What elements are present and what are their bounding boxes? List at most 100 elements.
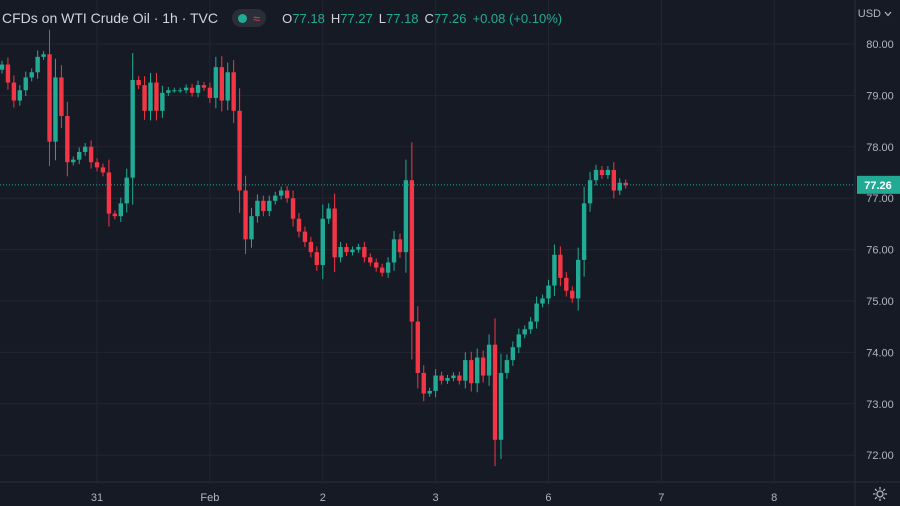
open-key: O bbox=[282, 10, 293, 26]
open-value: 77.18 bbox=[292, 10, 325, 26]
price-tick-label: 75.00 bbox=[866, 296, 894, 308]
candle bbox=[397, 233, 403, 258]
change-value: +0.08 (+0.10%) bbox=[472, 10, 563, 26]
candle bbox=[463, 352, 468, 389]
candle bbox=[546, 279, 551, 305]
candle bbox=[237, 88, 242, 213]
time-tick-label: 7 bbox=[658, 492, 664, 504]
candle bbox=[255, 194, 260, 223]
candle bbox=[29, 68, 34, 82]
time-tick-label: 31 bbox=[91, 492, 103, 504]
candle bbox=[267, 195, 272, 217]
candle bbox=[475, 348, 480, 393]
candle bbox=[564, 272, 569, 297]
candle bbox=[391, 230, 397, 271]
candle bbox=[160, 85, 165, 118]
price-tick-label: 77.00 bbox=[866, 193, 894, 205]
candle bbox=[249, 207, 254, 248]
candle bbox=[124, 168, 129, 213]
candle bbox=[94, 158, 100, 172]
time-axis[interactable]: 31 Feb 2 3 6 7 8 bbox=[0, 481, 900, 504]
candle bbox=[23, 71, 28, 97]
candle bbox=[421, 365, 426, 402]
candle bbox=[243, 175, 248, 255]
price-tick-label: 72.00 bbox=[866, 450, 894, 462]
candle bbox=[570, 286, 575, 303]
currency-selector[interactable]: USD bbox=[858, 8, 892, 20]
candle bbox=[11, 75, 17, 108]
candle bbox=[587, 171, 593, 212]
price-tick-label: 73.00 bbox=[866, 399, 894, 411]
gear-icon[interactable] bbox=[872, 486, 888, 502]
high-key: H bbox=[330, 10, 341, 26]
candle bbox=[534, 296, 539, 329]
candle bbox=[231, 60, 236, 124]
candle bbox=[379, 263, 385, 277]
candle bbox=[510, 341, 516, 366]
candle bbox=[599, 166, 605, 179]
candle bbox=[219, 56, 224, 112]
candle bbox=[350, 246, 355, 256]
candle bbox=[112, 210, 118, 220]
candle bbox=[308, 236, 314, 258]
candle bbox=[35, 50, 40, 79]
close-key: C bbox=[424, 10, 434, 26]
candle bbox=[516, 328, 521, 354]
candle bbox=[617, 178, 622, 195]
candle bbox=[409, 142, 415, 360]
candle bbox=[374, 258, 379, 272]
candle bbox=[195, 80, 201, 98]
candle bbox=[528, 317, 533, 334]
candle bbox=[278, 186, 284, 200]
candle bbox=[59, 65, 64, 129]
candle bbox=[118, 197, 123, 222]
candle-series bbox=[0, 29, 628, 467]
time-tick-label: 2 bbox=[320, 492, 326, 504]
candle bbox=[273, 191, 278, 205]
candle bbox=[290, 190, 296, 227]
candle bbox=[41, 51, 46, 61]
candle bbox=[189, 83, 195, 97]
candle bbox=[261, 195, 266, 217]
chevron-down-icon bbox=[884, 11, 892, 17]
candle bbox=[623, 179, 628, 189]
candle bbox=[540, 294, 545, 308]
candle bbox=[445, 374, 450, 384]
candle bbox=[47, 29, 52, 167]
chart-grid bbox=[0, 0, 855, 482]
candle bbox=[183, 84, 189, 94]
candle bbox=[142, 76, 147, 120]
candle bbox=[178, 87, 183, 93]
time-tick-label: Feb bbox=[200, 492, 219, 504]
candle bbox=[338, 241, 343, 263]
candle bbox=[71, 156, 76, 166]
symbol-title[interactable]: CFDs on WTI Crude Oil · 1h · TVC bbox=[2, 10, 219, 26]
candle bbox=[486, 334, 492, 386]
candle bbox=[611, 162, 617, 199]
candle bbox=[130, 52, 135, 205]
candle bbox=[575, 247, 581, 311]
candle bbox=[314, 246, 320, 271]
candle bbox=[53, 58, 58, 161]
candle bbox=[5, 57, 11, 90]
candle bbox=[106, 159, 112, 227]
time-tick-label: 6 bbox=[545, 492, 551, 504]
candle bbox=[581, 186, 587, 277]
candle bbox=[136, 76, 141, 89]
status-pill[interactable]: ≈ bbox=[232, 9, 267, 27]
candle bbox=[320, 204, 325, 280]
low-value: 77.18 bbox=[386, 10, 419, 26]
candle bbox=[433, 369, 438, 398]
price-tick-label: 80.00 bbox=[866, 39, 894, 51]
candle bbox=[213, 56, 219, 109]
candle bbox=[82, 142, 88, 156]
price-tick-label: 78.00 bbox=[866, 142, 894, 154]
candle bbox=[356, 243, 361, 253]
candle bbox=[480, 350, 486, 383]
candle bbox=[332, 193, 337, 273]
candle bbox=[207, 82, 213, 104]
price-tick-label: 76.00 bbox=[866, 245, 894, 257]
candle bbox=[344, 243, 349, 257]
price-axis[interactable]: 80.00 79.00 78.00 77.00 76.00 75.00 74.00 73.00… bbox=[854, 0, 894, 506]
